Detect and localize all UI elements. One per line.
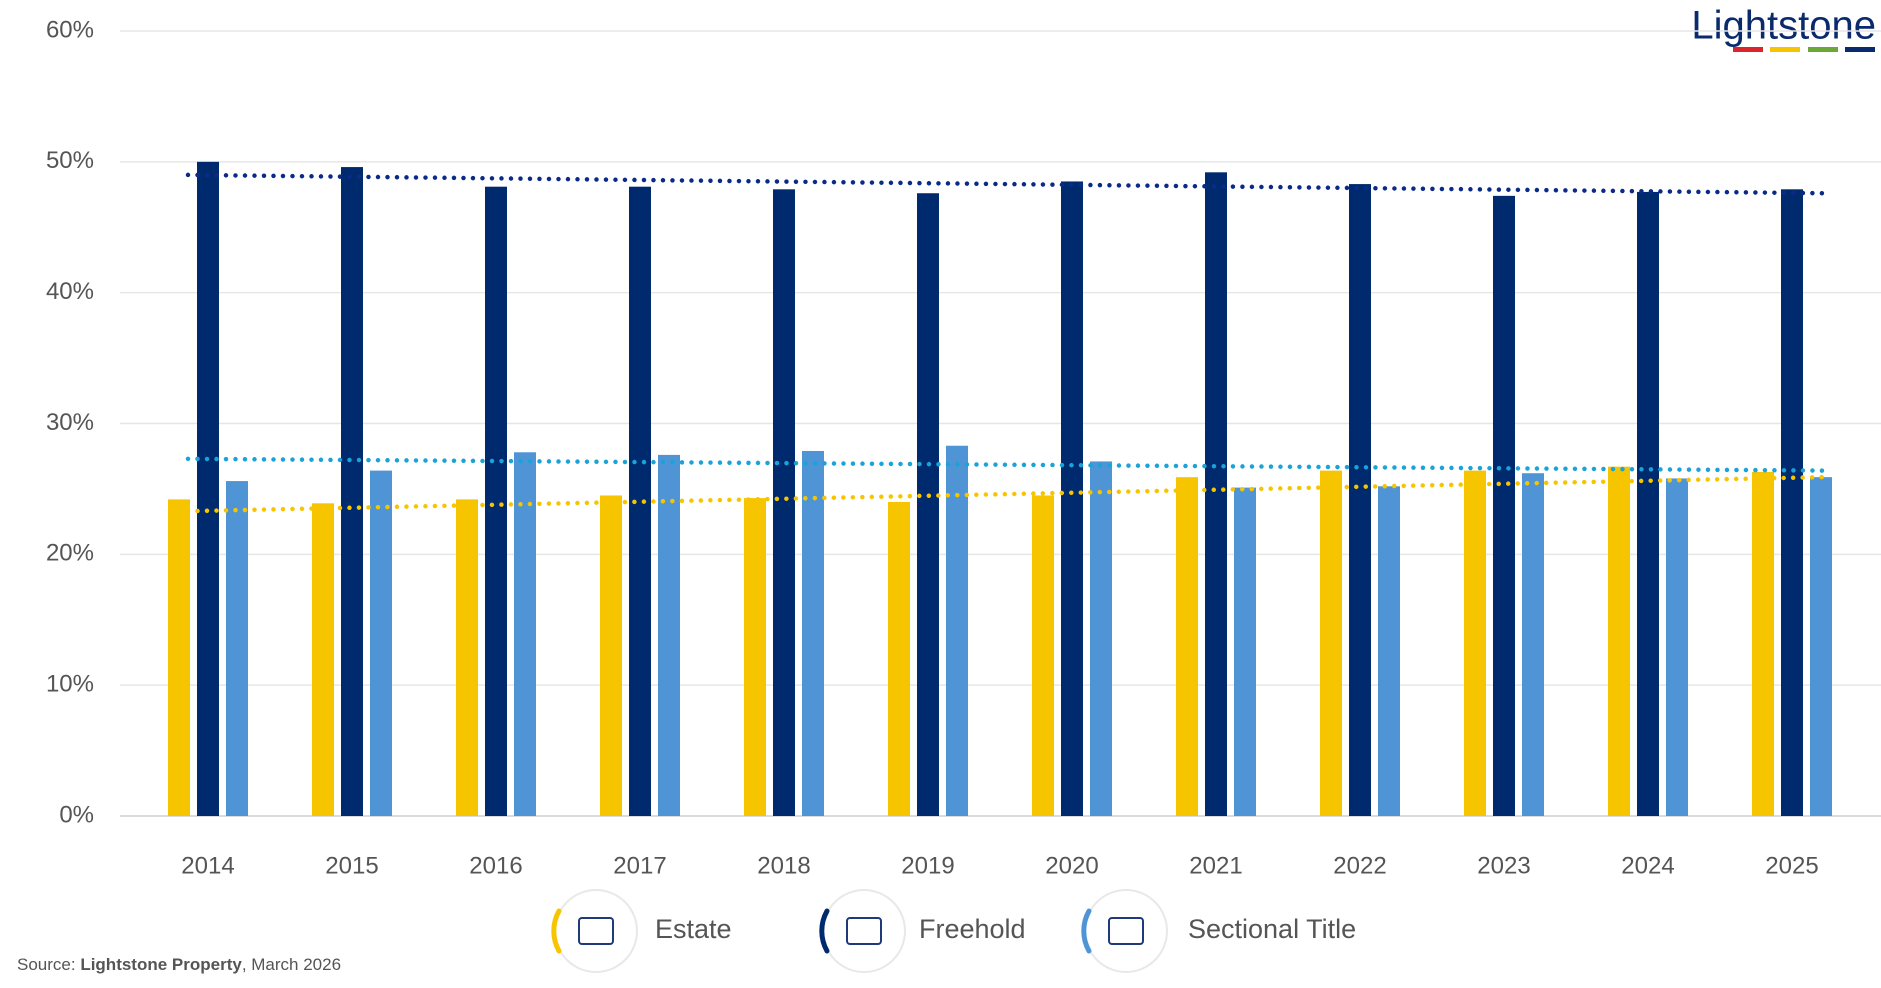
bar [1205, 172, 1227, 817]
logo-stripe [1733, 47, 1763, 52]
x-tick-label: 2015 [325, 852, 378, 879]
y-tick-label: 10% [46, 671, 94, 698]
bar [744, 498, 766, 816]
legend-label: Freehold [919, 914, 1026, 944]
bar [888, 502, 910, 816]
y-tick-label: 0% [59, 801, 94, 828]
y-tick-label: 50% [46, 147, 94, 174]
legend-item: Estate [551, 889, 732, 973]
y-tick-label: 20% [46, 540, 94, 567]
bar [600, 495, 622, 816]
bar [1781, 189, 1803, 816]
legend-icon-circle [554, 889, 638, 973]
x-tick-label: 2022 [1333, 852, 1386, 879]
x-tick-label: 2021 [1189, 852, 1242, 879]
bar [514, 452, 536, 816]
logo-stripe [1808, 47, 1838, 52]
legend-swatch [1081, 908, 1092, 954]
bar [802, 450, 824, 816]
legend-icon [1108, 917, 1144, 945]
source-note: Source: Lightstone Property, March 2026 [17, 955, 341, 974]
bar [1608, 466, 1630, 816]
legend-icon-circle [822, 889, 906, 973]
bar [1522, 473, 1544, 816]
x-tick-label: 2017 [613, 852, 666, 879]
bar [1061, 181, 1083, 817]
x-tick-label: 2025 [1765, 852, 1818, 879]
bar [197, 161, 219, 817]
bar [485, 186, 507, 817]
brand-logo: Lightstone [1691, 4, 1876, 48]
source-suffix: , March 2026 [242, 955, 341, 974]
bar [946, 445, 968, 816]
y-tick-label: 60% [46, 16, 94, 43]
bar [370, 470, 392, 816]
bar [629, 186, 651, 817]
legend-item: Sectional Title [1081, 889, 1356, 973]
bar [1349, 184, 1371, 816]
x-tick-label: 2014 [181, 852, 234, 879]
x-tick-label: 2023 [1477, 852, 1530, 879]
bar [658, 454, 680, 816]
bar [1090, 461, 1112, 816]
bar [773, 189, 795, 816]
legend-icon [846, 917, 882, 945]
trendline [185, 474, 1825, 514]
source-name: Lightstone Property [80, 955, 242, 974]
y-tick-label: 40% [46, 278, 94, 305]
bar [312, 503, 334, 816]
bar [1176, 477, 1198, 816]
bar [1666, 478, 1688, 816]
logo-stripe [1845, 47, 1875, 52]
bar [1493, 195, 1515, 817]
legend-label: Sectional Title [1188, 914, 1356, 944]
legend-icon [578, 917, 614, 945]
bar [1378, 486, 1400, 816]
trendline [185, 456, 1825, 473]
legend-label: Estate [655, 914, 732, 944]
legend-item: Freehold [819, 889, 1026, 973]
legend-swatch [551, 908, 562, 954]
bar [1320, 470, 1342, 816]
bar [1752, 471, 1774, 816]
bar [226, 481, 248, 816]
trendline [185, 172, 1825, 196]
x-tick-label: 2019 [901, 852, 954, 879]
x-tick-label: 2018 [757, 852, 810, 879]
source-prefix: Source: [17, 955, 80, 974]
bar [1810, 477, 1832, 816]
bar [1464, 470, 1486, 816]
bar [1032, 495, 1054, 816]
x-tick-label: 2024 [1621, 852, 1674, 879]
bar [1637, 191, 1659, 817]
bar [168, 499, 190, 816]
y-tick-label: 30% [46, 409, 94, 436]
bar [456, 499, 478, 816]
x-tick-label: 2016 [469, 852, 522, 879]
bar [917, 193, 939, 816]
legend-swatch [819, 908, 830, 954]
bar [341, 167, 363, 817]
logo-stripe [1770, 47, 1800, 52]
bar [1234, 487, 1256, 816]
legend-icon-circle [1084, 889, 1168, 973]
x-tick-label: 2020 [1045, 852, 1098, 879]
